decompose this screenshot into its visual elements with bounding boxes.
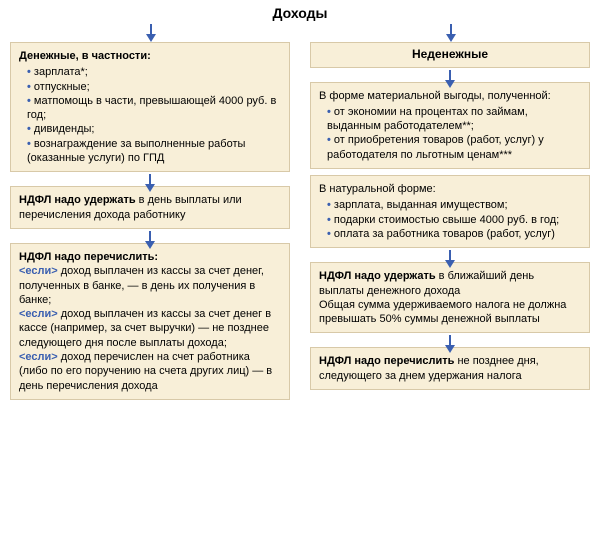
- bold-label: НДФЛ надо перечислить: [319, 355, 454, 367]
- right-box-2: В натуральной форме: зарплата, выданная …: [310, 175, 590, 248]
- list-item: от приобретения товаров (работ, услуг) у…: [327, 133, 581, 162]
- right-column: Неденежные В форме материальной выгоды, …: [310, 42, 590, 390]
- bold-label: НДФЛ надо удержать: [319, 270, 436, 282]
- bold-label: НДФЛ надо удержать: [19, 194, 136, 206]
- right-box-3: НДФЛ надо удержать в ближайший день выпл…: [310, 262, 590, 333]
- left-box-1: Денежные, в частности: зарплата*; отпуск…: [10, 42, 290, 172]
- list-item: матпомощь в части, превышающей 4000 руб.…: [27, 94, 281, 123]
- text-line: Общая сумма удерживаемого налога не долж…: [319, 298, 581, 327]
- left-box-2: НДФЛ надо удержать в день выплаты или пе…: [10, 186, 290, 229]
- text: В форме материальной выгоды, полученной:: [319, 89, 581, 103]
- text-line: НДФЛ надо удержать в ближайший день выпл…: [319, 269, 581, 298]
- left-column: Денежные, в частности: зарплата*; отпуск…: [10, 42, 290, 400]
- list-item: зарплата, выданная имуществом;: [327, 198, 581, 212]
- list-item: дивиденды;: [27, 122, 281, 136]
- list-item: вознаграждение за выполненные работы (ок…: [27, 137, 281, 166]
- diagram-canvas: Доходы Денежные, в частности: зарплата*;…: [0, 0, 600, 550]
- text: доход перечислен на счет работника (либо…: [19, 351, 272, 392]
- list-item: подарки стоимостью свыше 4000 руб. в год…: [327, 213, 581, 227]
- text: доход выплачен из кассы за счет денег в …: [19, 308, 271, 349]
- root-title: Доходы: [0, 4, 600, 22]
- right-box-4: НДФЛ надо перечислить не позднее дня, сл…: [310, 347, 590, 390]
- right-bullets-1: от экономии на процентах по займам, выда…: [319, 105, 581, 162]
- text: В натуральной форме:: [319, 182, 581, 196]
- left-heading: Денежные, в частности:: [19, 49, 281, 63]
- list-item: от экономии на процентах по займам, выда…: [327, 105, 581, 134]
- list-item: зарплата*;: [27, 65, 281, 79]
- left-bullets: зарплата*; отпускные; матпомощь в части,…: [19, 65, 281, 165]
- if-tag: <если>: [19, 265, 58, 277]
- list-item: отпускные;: [27, 80, 281, 94]
- right-bullets-2: зарплата, выданная имуществом; подарки с…: [319, 198, 581, 241]
- right-heading: Неденежные: [310, 42, 590, 68]
- if-clause: <если> доход выплачен из кассы за счет д…: [19, 264, 281, 307]
- right-box-1: В форме материальной выгоды, полученной:…: [310, 82, 590, 169]
- if-tag: <если>: [19, 351, 58, 363]
- bold-label: НДФЛ надо перечислить:: [19, 250, 281, 264]
- if-clause: <если> доход перечислен на счет работник…: [19, 350, 281, 393]
- if-clause: <если> доход выплачен из кассы за счет д…: [19, 307, 281, 350]
- left-box-3: НДФЛ надо перечислить: <если> доход выпл…: [10, 243, 290, 400]
- if-tag: <если>: [19, 308, 58, 320]
- list-item: оплата за работника товаров (работ, услу…: [327, 227, 581, 241]
